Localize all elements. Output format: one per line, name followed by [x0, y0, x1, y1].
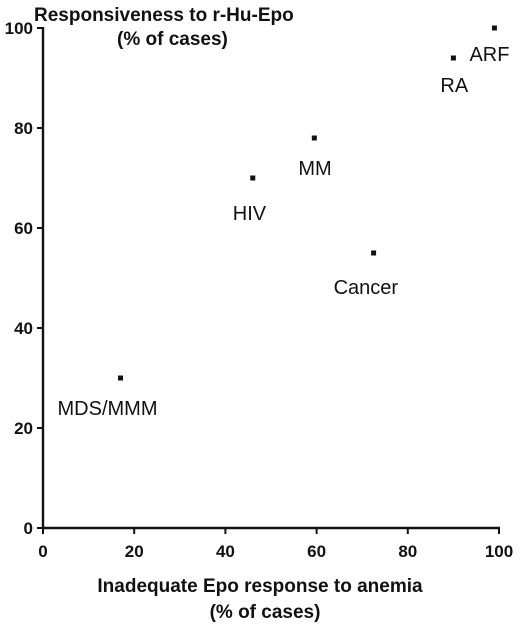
point-label: HIV — [233, 203, 267, 225]
y-axis-title-line2: (% of cases) — [117, 29, 228, 50]
y-axis-title: Responsiveness to r-Hu-Epo (% of cases) — [34, 4, 294, 52]
data-point — [118, 375, 124, 381]
data-point — [311, 135, 317, 141]
y-tick-label: 100 — [5, 19, 33, 38]
data-point — [371, 250, 377, 256]
y-tick-label: 80 — [14, 119, 33, 138]
y-axis-title-line1: Responsiveness to r-Hu-Epo — [34, 5, 294, 26]
y-axis-ticks: 0 20 40 60 80 100 — [5, 19, 43, 538]
x-tick-label: 0 — [38, 542, 47, 561]
x-tick-label: 40 — [216, 542, 235, 561]
x-axis-ticks: 0 20 40 60 80 100 — [38, 528, 513, 561]
x-axis-title-line1: Inadequate Epo response to anemia — [97, 576, 423, 597]
point-label: MM — [298, 158, 331, 180]
x-tick-label: 100 — [485, 542, 513, 561]
point-label: MDS/MMM — [58, 398, 158, 420]
x-axis-title-line2: (% of cases) — [209, 602, 321, 623]
x-tick-label: 60 — [307, 542, 326, 561]
data-point — [250, 175, 256, 181]
point-label: ARF — [469, 44, 509, 66]
y-tick-label: 60 — [14, 219, 33, 238]
x-tick-label: 20 — [125, 542, 144, 561]
y-tick-label: 40 — [14, 319, 33, 338]
y-tick-label: 0 — [24, 519, 33, 538]
y-tick-label: 20 — [14, 419, 33, 438]
data-point — [491, 25, 497, 31]
point-label: Cancer — [334, 277, 399, 299]
axes — [41, 27, 500, 530]
data-point — [450, 55, 456, 61]
x-tick-label: 80 — [398, 542, 417, 561]
x-axis-title: Inadequate Epo response to anemia (% of … — [0, 574, 520, 626]
point-label: RA — [440, 75, 468, 97]
